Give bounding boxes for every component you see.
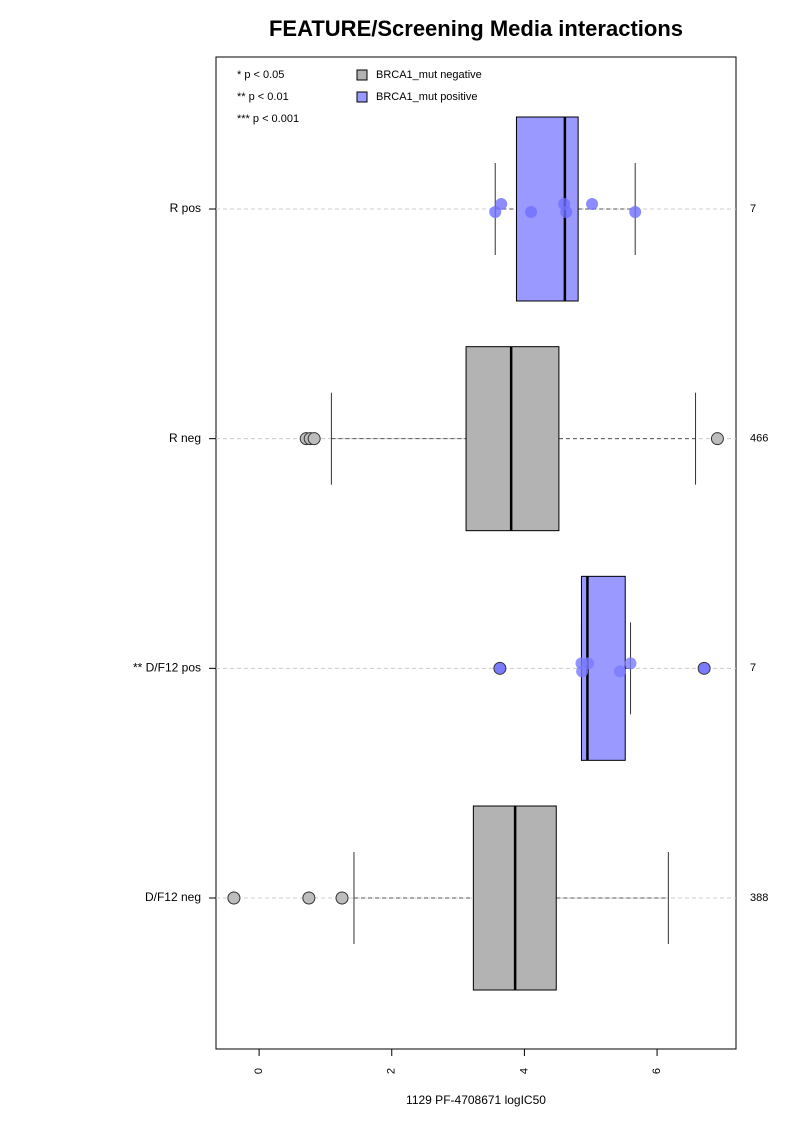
legend-swatch <box>356 69 368 81</box>
data-point <box>302 891 316 905</box>
data-point <box>493 661 507 675</box>
legend-swatch <box>356 91 368 103</box>
count-label: 388 <box>750 892 768 904</box>
y-tick-label: D/F12 neg <box>145 890 201 904</box>
data-point <box>586 198 599 210</box>
chart-title: FEATURE/Screening Media interactions <box>269 16 683 41</box>
legend-label: BRCA1_mut negative <box>376 69 482 81</box>
count-label: 7 <box>750 203 756 215</box>
y-tick-label: R pos <box>170 201 201 215</box>
y-tick-label: R neg <box>169 431 201 445</box>
plot-frame <box>215 56 737 1050</box>
data-point <box>710 432 724 446</box>
data-point <box>560 206 573 218</box>
x-axis-label: 1129 PF-4708671 logIC50 <box>406 1093 546 1107</box>
x-tick-label: 6 <box>651 1068 663 1074</box>
data-point <box>525 206 538 218</box>
x-tick-label: 0 <box>253 1068 265 1074</box>
data-point <box>307 432 321 446</box>
significance-legend: * p < 0.05 <box>237 69 284 81</box>
box <box>465 346 560 532</box>
data-point <box>613 665 626 678</box>
data-point <box>624 657 637 670</box>
data-point <box>697 661 711 675</box>
x-tick-label: 4 <box>518 1068 530 1074</box>
count-label: 466 <box>750 433 768 445</box>
data-point <box>335 891 349 905</box>
significance-legend: *** p < 0.001 <box>237 113 299 125</box>
data-point <box>629 206 642 218</box>
data-point <box>495 198 508 210</box>
data-point <box>582 657 595 670</box>
x-tick-label: 2 <box>386 1068 398 1074</box>
count-label: 7 <box>750 662 756 674</box>
significance-legend: ** p < 0.01 <box>237 91 289 103</box>
y-tick-label: ** D/F12 pos <box>133 661 201 675</box>
data-point <box>227 891 241 905</box>
legend-label: BRCA1_mut positive <box>376 91 478 103</box>
